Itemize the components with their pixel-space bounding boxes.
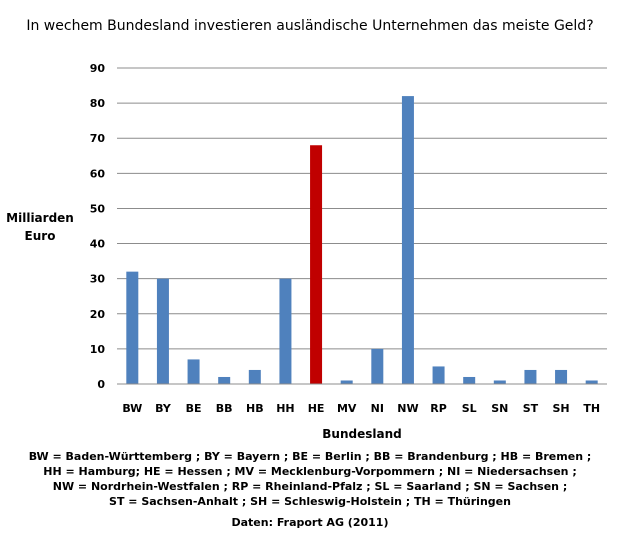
x-tick-label: HB [246,402,264,415]
y-tick-label: 90 [90,62,106,75]
legend-line: NW = Nordrhein-Westfalen ; RP = Rheinlan… [52,480,568,493]
legend-line: HH = Hamburg; HE = Hessen ; MV = Mecklen… [43,465,577,478]
bar-be [187,359,200,384]
bar-hb [248,369,261,384]
bars [126,96,598,384]
y-tick-label: 70 [90,132,106,145]
legend-line: BW = Baden-Württemberg ; BY = Bayern ; B… [28,450,592,463]
bar-th [585,380,598,384]
x-tick-label: BW [122,402,142,415]
y-tick-label: 80 [90,97,106,110]
bar-sn [493,380,506,384]
x-tick-label: NI [371,402,384,415]
gridlines [117,67,607,350]
x-axis-title: Bundesland [322,427,401,441]
x-tick-label: SH [552,402,569,415]
bar-bw [126,271,139,384]
bar-chart: 0 10 20 30 40 50 60 70 80 90 BW BY BE BB HB HH HE MV NI NW… [6,62,607,441]
y-tick-label: 50 [90,202,106,215]
y-axis-ticks: 0 10 20 30 40 50 60 70 80 90 [90,62,106,391]
y-tick-label: 60 [90,167,106,180]
bar-st [524,369,537,384]
x-tick-label: BY [155,402,172,415]
bar-he [310,145,323,384]
bar-hh [279,278,292,384]
x-tick-label: HE [308,402,325,415]
bar-nw [401,96,414,384]
bar-bb [218,376,231,384]
x-axis-ticks: BW BY BE BB HB HH HE MV NI NW RP SL SN ST SH TH [122,402,600,415]
y-axis-title-line-2: Euro [25,229,56,243]
y-axis-title-line-1: Milliarden [6,211,74,225]
x-tick-label: BB [216,402,233,415]
x-tick-label: MV [337,402,357,415]
y-tick-label: 40 [90,238,106,251]
x-tick-label: NW [397,402,418,415]
bar-by [156,278,169,384]
x-tick-label: TH [583,402,600,415]
abbreviation-legend: BW = Baden-Württemberg ; BY = Bayern ; B… [0,449,620,509]
bar-sh [555,369,568,384]
y-tick-label: 20 [90,308,106,321]
bar-rp [432,366,445,384]
x-tick-label: SN [491,402,508,415]
legend-line: ST = Sachsen-Anhalt ; SH = Schleswig-Hol… [109,495,511,508]
bar-ni [371,348,384,384]
bar-sl [463,376,476,384]
y-tick-label: 30 [90,273,106,286]
y-tick-label: 0 [97,378,105,391]
bar-mv [340,380,353,384]
x-tick-label: BE [186,402,202,415]
x-tick-label: ST [523,402,539,415]
chart-title: In wechem Bundesland investieren ausländ… [26,18,594,34]
data-source: Daten: Fraport AG (2011) [231,516,389,529]
x-tick-label: RP [430,402,447,415]
y-tick-label: 10 [90,343,106,356]
x-tick-label: HH [276,402,294,415]
x-tick-label: SL [462,402,477,415]
